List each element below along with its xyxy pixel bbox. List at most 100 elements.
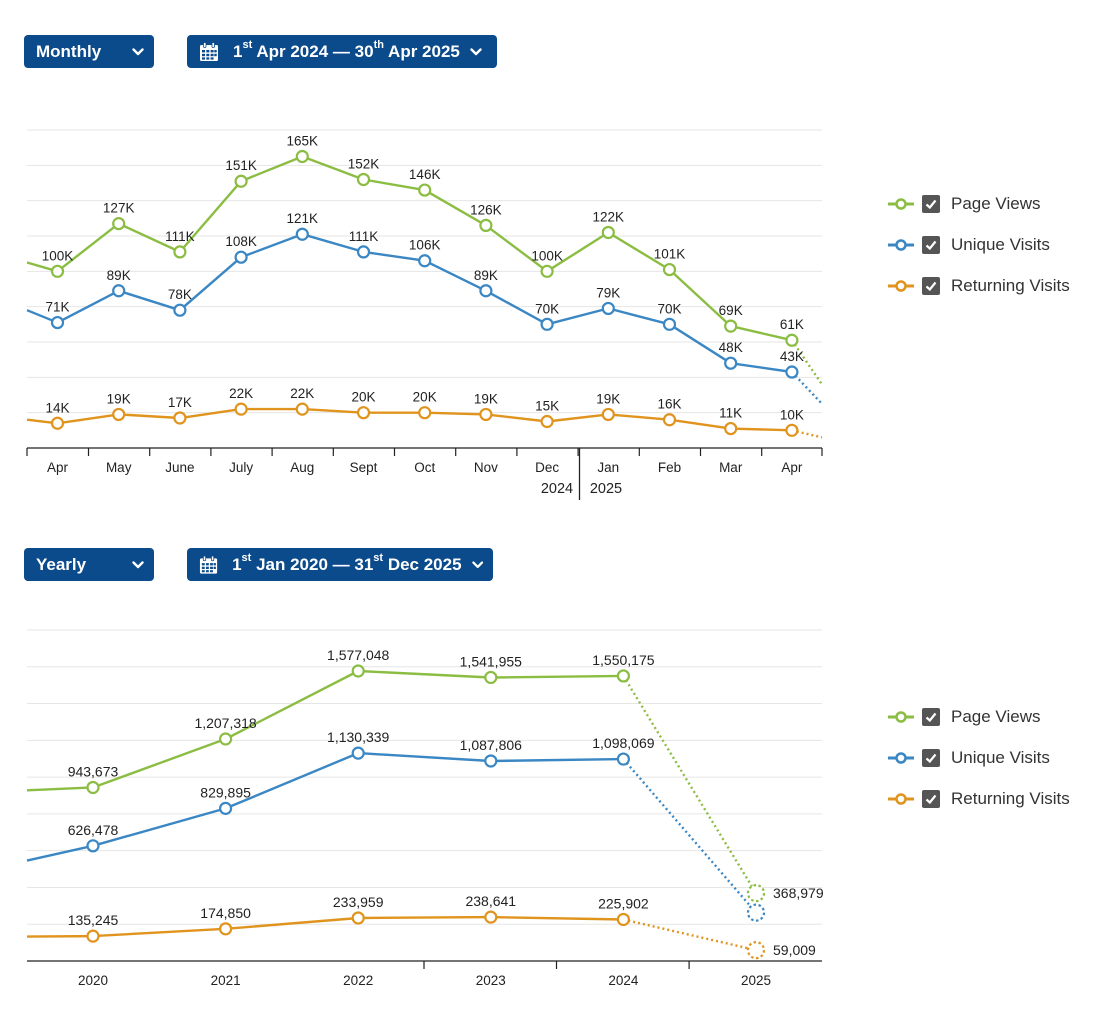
data-label: 127K — [103, 201, 135, 216]
calendar-icon — [200, 41, 218, 61]
data-point-unique-visits — [173, 303, 187, 317]
checkbox-checked-icon[interactable] — [922, 789, 940, 808]
x-tick-label: Oct — [414, 460, 435, 475]
line-marker-icon — [888, 792, 914, 805]
data-point-returning-visits — [219, 922, 233, 936]
line-marker-icon — [888, 711, 914, 724]
date-range-picker-monthly[interactable]: 1st Apr 2024 — 30th Apr 2025 — [187, 35, 497, 68]
legend-label: Returning Visits — [951, 275, 1070, 295]
chevron-down-icon — [132, 47, 144, 55]
data-label: 19K — [596, 391, 620, 406]
x-tick-label: Dec — [535, 460, 559, 475]
data-point-page-views — [662, 262, 677, 277]
data-label: 89K — [474, 268, 498, 283]
legend-item-unique-visits[interactable]: Unique Visits — [888, 225, 1070, 266]
data-point-returning-visits — [540, 414, 554, 429]
x-tick-label: Apr — [47, 460, 69, 475]
data-label: 135,245 — [68, 912, 119, 928]
data-label: 1,207,318 — [194, 715, 256, 731]
data-point-returning-visits — [601, 407, 615, 422]
data-point-page-views — [616, 669, 631, 683]
x-tick-label: Mar — [719, 460, 743, 475]
monthly-legend: Page Views Unique Visits Returning Visit… — [888, 184, 1070, 306]
data-point-page-views — [356, 172, 371, 187]
line-marker-icon — [888, 752, 914, 764]
data-label: 17K — [168, 395, 192, 410]
data-label: 174,850 — [200, 905, 251, 921]
data-label: 1,087,806 — [460, 737, 522, 753]
data-label: 126K — [470, 202, 502, 217]
data-point-unique-visits — [234, 250, 248, 264]
data-label: 15K — [535, 399, 559, 414]
data-point-returning-visits — [173, 411, 187, 425]
date-range-picker-yearly[interactable]: 1st Jan 2020 — 31st Dec 2025 — [187, 548, 493, 581]
data-label: 151K — [225, 158, 257, 173]
data-label: 1,098,069 — [592, 735, 654, 751]
data-point-returning-visits — [616, 912, 631, 927]
data-point-page-views — [173, 245, 187, 259]
data-point-unique-visits — [50, 315, 65, 330]
data-label: 121K — [287, 211, 319, 226]
data-point-unique-visits — [601, 301, 615, 316]
data-label: 108K — [225, 234, 257, 249]
checkbox-checked-icon[interactable] — [922, 708, 940, 727]
data-point-page-views — [479, 218, 493, 232]
data-point-unique-visits — [479, 284, 493, 298]
data-label: 100K — [42, 248, 74, 263]
series-projection-unique-visits — [791, 371, 823, 405]
x-tick-label: 2021 — [211, 973, 241, 988]
checkbox-checked-icon[interactable] — [922, 195, 940, 214]
legend-label: Unique Visits — [951, 235, 1050, 255]
monthly-line-chart: Apr May June July Aug Sept Oct Nov Dec Jan Feb Mar A… — [26, 129, 823, 500]
period-select-label: Monthly — [36, 41, 102, 61]
data-point-returning-visits — [418, 406, 432, 420]
legend-item-page-views[interactable]: Page Views — [888, 184, 1070, 225]
data-label: 71K — [45, 300, 69, 315]
year-label: 2025 — [590, 481, 622, 497]
calendar-icon — [199, 555, 218, 574]
data-point-unique-visits — [746, 903, 766, 922]
data-point-page-views — [540, 264, 554, 278]
data-point-returning-visits — [295, 402, 309, 416]
data-label: 14K — [45, 400, 69, 415]
data-label: 70K — [657, 301, 681, 316]
x-tick-label: 2022 — [343, 973, 373, 988]
legend-item-unique-visits[interactable]: Unique Visits — [888, 738, 1070, 779]
data-point-unique-visits — [724, 356, 738, 370]
legend-item-page-views[interactable]: Page Views — [888, 697, 1070, 738]
legend-item-returning-visits[interactable]: Returning Visits — [888, 265, 1070, 306]
line-marker-icon — [888, 198, 914, 211]
period-select-monthly[interactable]: Monthly — [24, 35, 154, 68]
chevron-down-icon — [470, 47, 482, 55]
data-label: 225,902 — [598, 895, 649, 911]
data-point-returning-visits — [50, 416, 65, 430]
data-point-unique-visits — [616, 752, 631, 766]
chevron-down-icon — [132, 560, 144, 568]
period-select-label: Yearly — [36, 554, 87, 574]
data-point-unique-visits — [219, 801, 233, 815]
series-line-unique-visits — [26, 844, 94, 862]
data-label: 101K — [654, 247, 686, 262]
data-label: 111K — [349, 229, 379, 244]
data-point-returning-visits — [112, 407, 126, 422]
period-select-yearly[interactable]: Yearly — [24, 548, 154, 581]
checkbox-checked-icon[interactable] — [922, 236, 940, 255]
data-label: 106K — [409, 238, 441, 253]
date-range-text: 1st Jan 2020 — 31st Dec 2025 — [232, 551, 462, 574]
data-point-page-views — [484, 670, 498, 685]
checkbox-checked-icon[interactable] — [922, 749, 940, 768]
data-label: 238,641 — [465, 893, 516, 909]
data-point-returning-visits — [724, 421, 738, 436]
data-label: 1,577,048 — [327, 647, 389, 663]
x-tick-label: Aug — [290, 460, 314, 475]
checkbox-checked-icon[interactable] — [922, 276, 940, 295]
legend-item-returning-visits[interactable]: Returning Visits — [888, 778, 1070, 819]
data-label: 1,541,955 — [460, 653, 522, 669]
data-label: 152K — [348, 156, 380, 171]
line-marker-icon — [888, 279, 914, 292]
data-point-page-views — [50, 264, 65, 278]
series-projection-page-views — [622, 675, 758, 894]
data-label: 111K — [165, 229, 195, 244]
data-point-unique-visits — [112, 284, 126, 298]
x-tick-label: 2024 — [608, 973, 639, 988]
